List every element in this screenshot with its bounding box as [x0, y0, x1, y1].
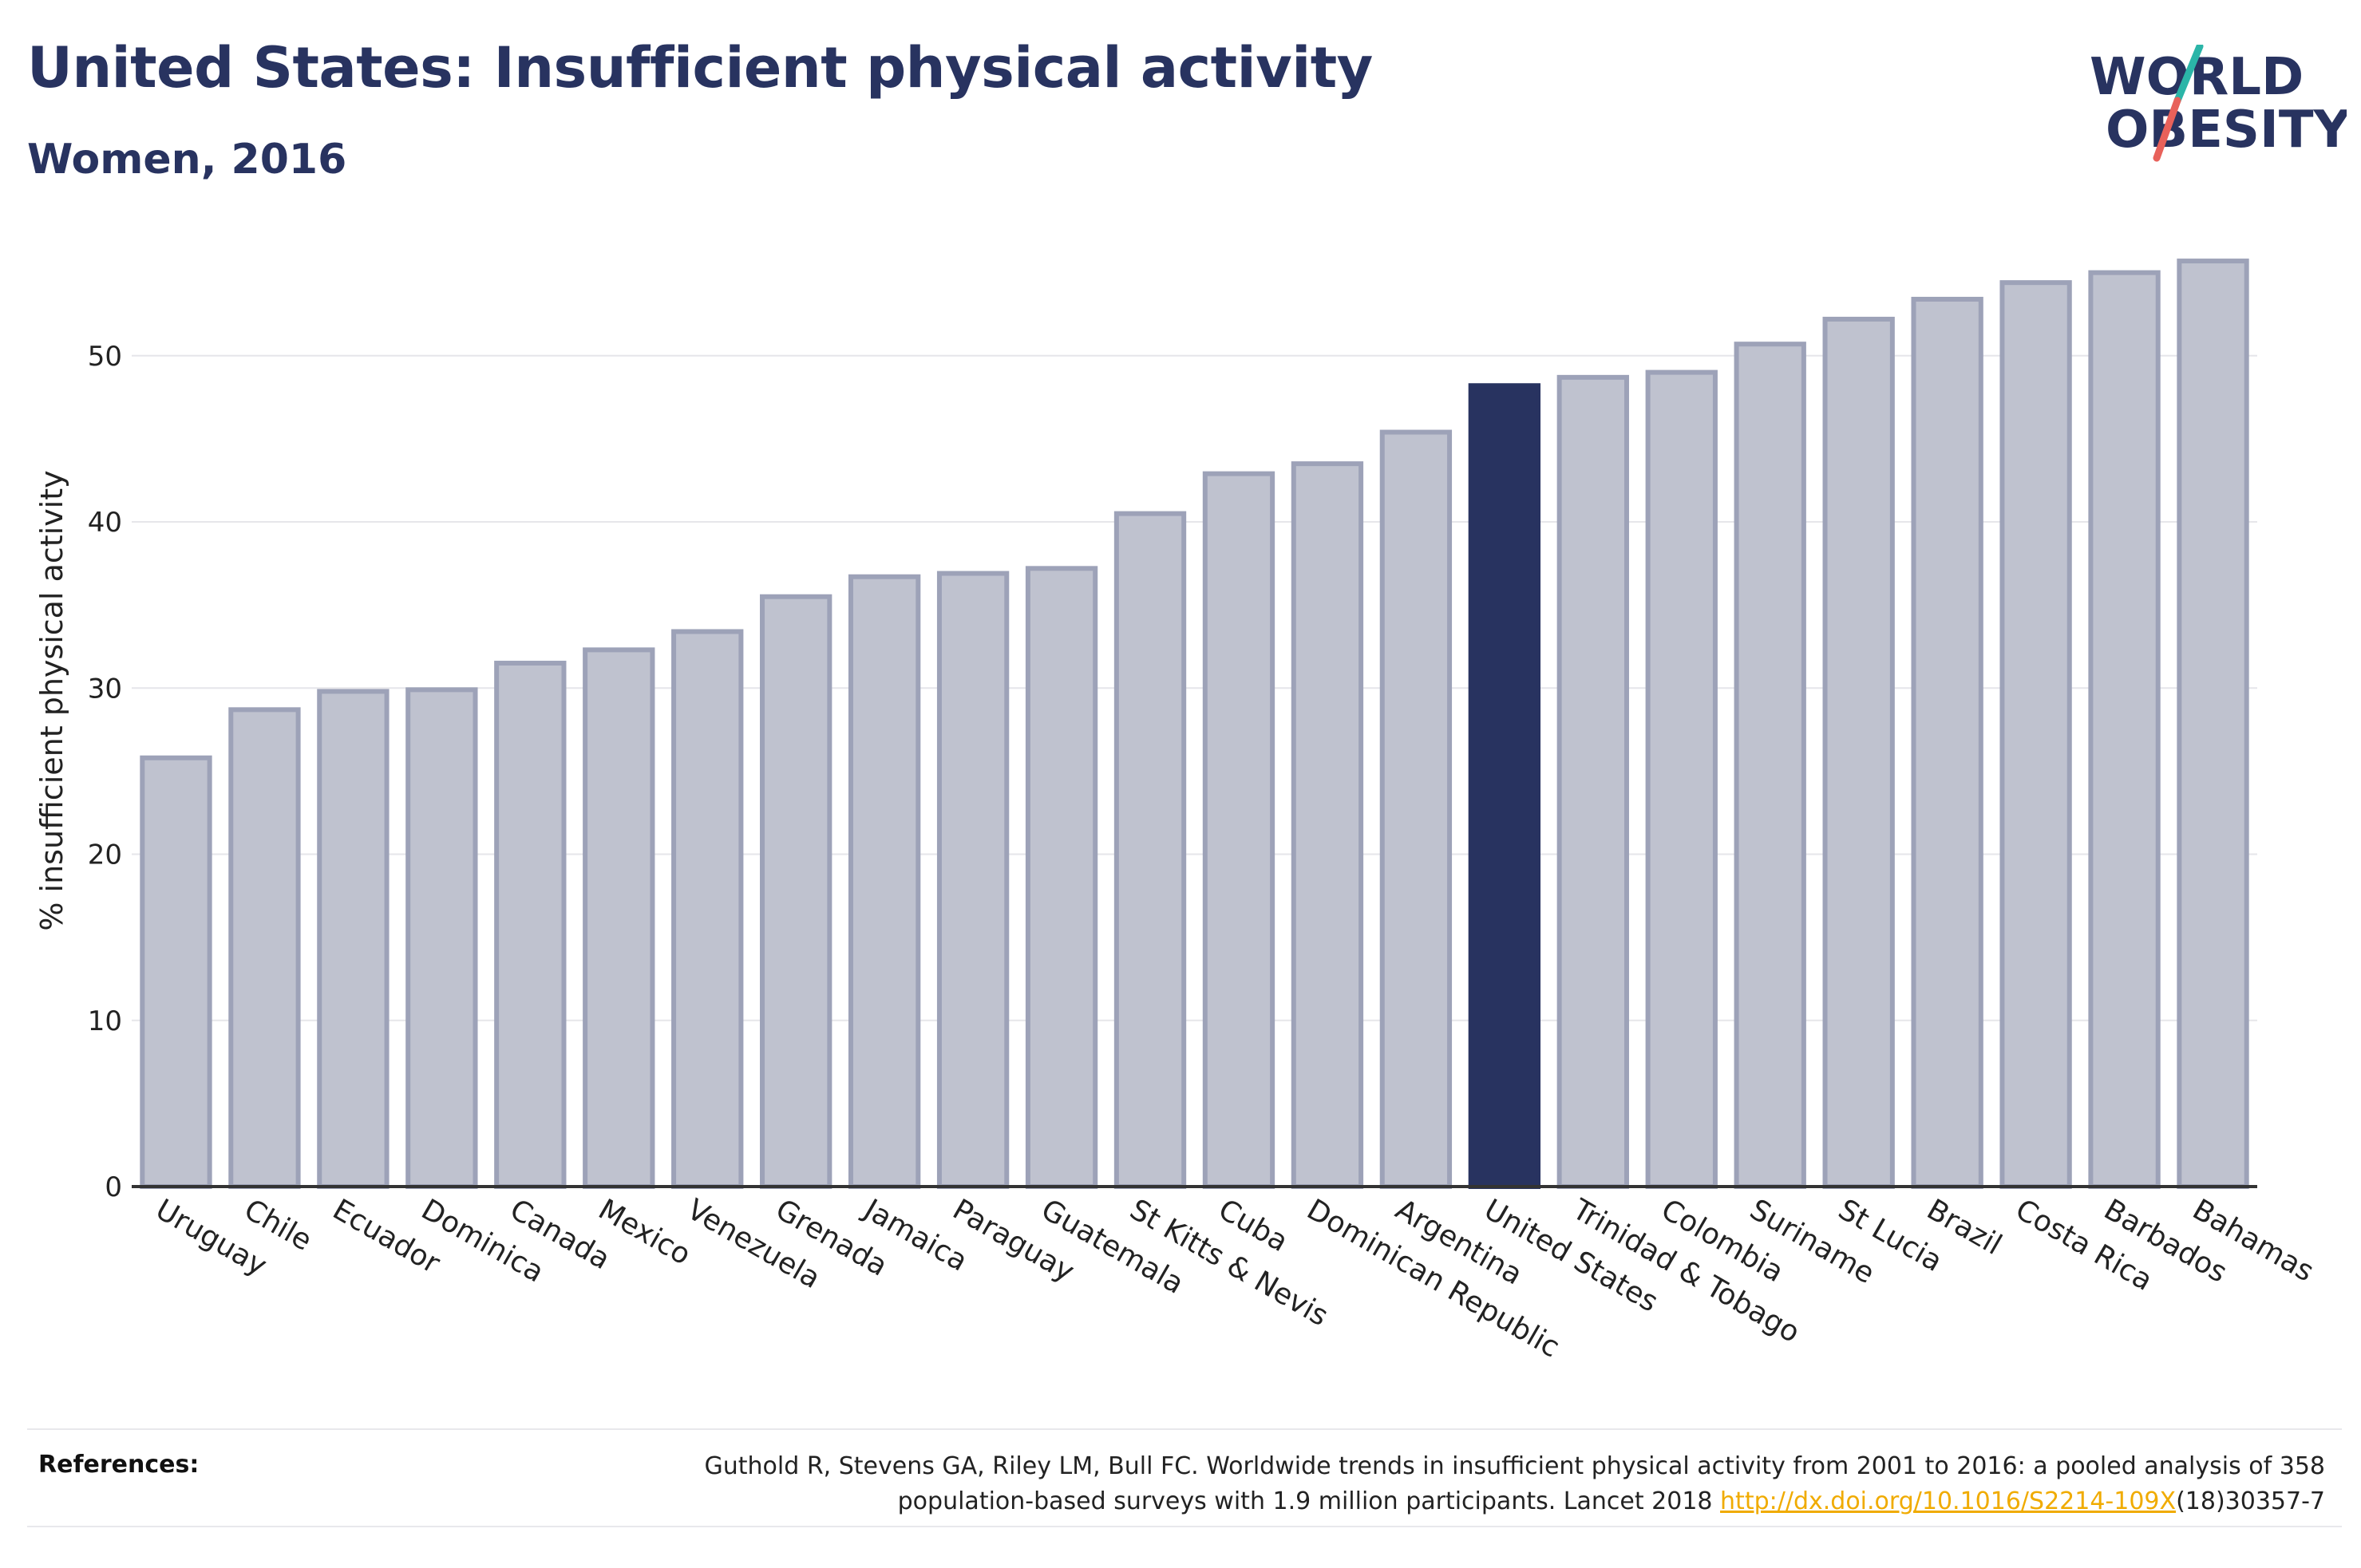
bar-united-states	[1468, 383, 1541, 1189]
y-tick-label: 40	[88, 507, 122, 539]
bar-barbados	[2088, 270, 2161, 1189]
bar-st-kitts-nevis	[1113, 511, 1187, 1189]
grid-lines	[132, 354, 2257, 1021]
y-tick-label: 20	[88, 839, 122, 871]
reference-line-1: Guthold R, Stevens GA, Riley LM, Bull FC…	[704, 1452, 2325, 1480]
bar-jamaica	[848, 574, 921, 1189]
bar-st-lucia	[1822, 316, 1895, 1189]
logo-slash-bottom	[2153, 97, 2181, 162]
bar-paraguay	[936, 571, 1010, 1189]
bar-grenada	[760, 594, 832, 1189]
reference-line-2: population-based surveys with 1.9 millio…	[897, 1487, 1721, 1515]
footer-divider-bottom	[27, 1526, 2342, 1527]
bar-brazil	[1911, 296, 1983, 1190]
y-tick-labels: 0 10 20 30 40 50	[88, 341, 122, 1203]
bar-uruguay	[140, 755, 212, 1189]
bar-ecuador	[317, 689, 390, 1189]
references-label: References:	[38, 1451, 200, 1479]
page-subtitle: Women, 2016	[27, 136, 347, 184]
bar-guatemala	[1025, 566, 1098, 1189]
y-tick-label: 10	[88, 1005, 122, 1037]
bar-suriname	[1734, 342, 1806, 1190]
y-axis-label: % insufficient physical activity	[34, 470, 69, 930]
bar-mexico	[583, 647, 655, 1189]
reference-line-2-suffix: (18)30357-7	[2176, 1487, 2325, 1515]
bar-dominica	[405, 687, 478, 1189]
bar-cuba	[1202, 471, 1275, 1189]
bar-argentina	[1379, 429, 1453, 1189]
bar-chile	[228, 707, 301, 1189]
bar-canada	[494, 661, 567, 1189]
references-text: Guthold R, Stevens GA, Riley LM, Bull FC…	[489, 1449, 2325, 1519]
y-tick-label: 30	[88, 673, 122, 705]
bar-dominican-republic	[1291, 461, 1364, 1189]
reference-doi-link[interactable]: http://dx.doi.org/10.1016/S2214-109X	[1720, 1487, 2177, 1515]
bar-venezuela	[671, 629, 744, 1189]
world-obesity-logo: WORLD OBESITY	[2090, 45, 2347, 162]
bar-costa-rica	[1999, 280, 2072, 1190]
y-tick-label: 0	[105, 1171, 122, 1203]
bars	[140, 259, 2249, 1190]
bar-colombia	[1645, 369, 1718, 1189]
bar-trinidad-tobago	[1556, 374, 1629, 1189]
footer-divider-top	[27, 1428, 2342, 1430]
logo-line2: OBESITY	[2106, 101, 2347, 160]
logo-slash-top	[2173, 45, 2204, 105]
bar-bahamas	[2177, 259, 2249, 1190]
y-tick-label: 50	[88, 341, 122, 373]
page-title: United States: Insufficient physical act…	[27, 35, 1373, 101]
